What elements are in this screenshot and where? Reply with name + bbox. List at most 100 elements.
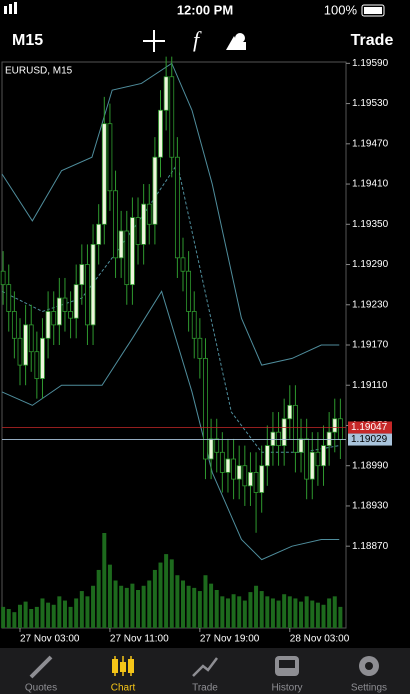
tab-icon (29, 655, 53, 679)
volume-bar (254, 585, 259, 628)
volume-bar (124, 587, 129, 628)
candle-body (118, 230, 124, 259)
y-tick-label: 1.19410 (352, 179, 389, 190)
volume-bar (180, 580, 185, 628)
candle-body (287, 404, 293, 420)
volume-bar (102, 533, 107, 628)
trade-button[interactable]: Trade (351, 32, 394, 49)
volume-bar (46, 602, 51, 628)
volume-bar (169, 559, 174, 628)
volume-bar (175, 575, 180, 628)
volume-bar (1, 606, 6, 628)
candle-body (225, 458, 231, 473)
status-battery: 100% (324, 2, 358, 17)
candle-body (101, 123, 107, 225)
volume-bar (62, 600, 67, 628)
volume-bar (315, 602, 320, 628)
volume-bar (310, 600, 315, 628)
candle-body (141, 203, 147, 245)
x-tick-label: 27 Nov 19:00 (200, 634, 260, 645)
volume-bar (209, 583, 214, 628)
tab-button[interactable]: History (271, 656, 303, 694)
volume-bar (259, 591, 264, 628)
price-tag (348, 433, 392, 446)
volume-bar (96, 569, 101, 628)
candle-body (68, 311, 73, 319)
volume-bar (299, 601, 304, 628)
candle-body (309, 451, 315, 480)
volume-bar (17, 604, 22, 628)
volume-bar (79, 591, 84, 628)
candle-body (214, 438, 220, 453)
volume-bar (29, 609, 34, 628)
volume-bar (136, 590, 141, 628)
volume-bar (214, 590, 219, 628)
candle-body (231, 458, 236, 480)
tab-label: Chart (111, 683, 136, 694)
y-tick-label: 1.18930 (352, 501, 389, 512)
candle-body (90, 244, 96, 326)
volume-bar (147, 580, 152, 628)
indicators-button[interactable]: f (193, 27, 202, 52)
volume-bar (332, 596, 337, 628)
y-tick-label: 1.19350 (352, 219, 389, 230)
price-tag-label: 1.19029 (351, 434, 388, 445)
volume-bar (197, 591, 202, 628)
candle-body (180, 257, 186, 272)
volume-bar (40, 598, 45, 628)
x-tick-label: 27 Nov 03:00 (20, 634, 80, 645)
candle-body (34, 351, 40, 379)
candle-body (62, 297, 68, 312)
volume-bar (51, 604, 56, 628)
volume-bar (23, 601, 28, 628)
candle-body (304, 438, 310, 480)
candle-body (276, 431, 281, 446)
x-tick-label: 27 Nov 11:00 (110, 634, 169, 645)
volume-bar (327, 598, 332, 628)
candle-body (130, 217, 135, 286)
candle-body (73, 284, 79, 319)
candle-body (174, 156, 180, 259)
volume-bar (186, 585, 191, 628)
x-tick-label: 28 Nov 03:00 (290, 634, 350, 645)
volume-bar (248, 592, 253, 628)
objects-button[interactable] (226, 33, 246, 50)
candle-body (96, 223, 102, 245)
candle-body (219, 451, 225, 473)
candle-body (203, 358, 208, 460)
volume-bar (68, 606, 73, 628)
candle-body (146, 203, 152, 225)
candle-body (197, 337, 203, 359)
candle-body (17, 337, 23, 366)
tab-button[interactable]: Settings (351, 656, 387, 694)
volume-bar (242, 600, 247, 628)
candle-body (113, 190, 118, 259)
candle-body (107, 123, 113, 192)
y-tick-label: 1.19230 (352, 299, 389, 310)
crosshair-button[interactable] (143, 30, 165, 52)
y-tick-label: 1.19110 (352, 380, 388, 391)
volume-bar (119, 585, 124, 628)
candle-body (191, 311, 197, 339)
plot: 1.188701.189301.189901.190501.191101.191… (0, 56, 392, 645)
volume-bar (276, 600, 281, 628)
volume-bar (34, 606, 39, 628)
tab-label: Quotes (25, 683, 57, 694)
volume-bar (12, 612, 17, 628)
candle-body (152, 156, 158, 225)
battery-level (364, 7, 382, 14)
volume-bar (91, 585, 96, 628)
timeframe-button[interactable]: M15 (12, 32, 43, 49)
candle-body (158, 109, 163, 158)
volume-bar (74, 598, 79, 628)
tab-button[interactable]: Chart (111, 656, 136, 694)
volume-bar (338, 606, 343, 628)
volume-bar (220, 596, 225, 628)
tab-button[interactable]: Quotes (25, 655, 57, 694)
y-tick-label: 1.19170 (352, 340, 389, 351)
tab-label: Settings (351, 683, 387, 694)
signal-icon (14, 2, 17, 14)
candle-body (259, 465, 265, 493)
volume-bar (6, 609, 11, 628)
tab-button[interactable]: Trade (192, 657, 218, 694)
